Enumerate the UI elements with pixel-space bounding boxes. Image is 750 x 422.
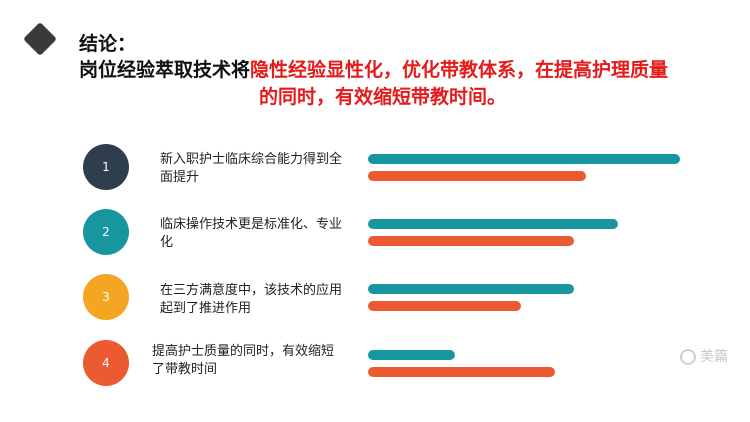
headline-black-text: 岗位经验萃取技术将 xyxy=(79,59,251,81)
item-text-3: 在三方满意度中，该技术的应用起到了推进作用 xyxy=(160,283,343,316)
list-item-3: 3 在三方满意度中，该技术的应用起到了推进作用 xyxy=(0,262,750,332)
orange-bar-2 xyxy=(368,236,574,246)
headline-line-2: 的同时，有效缩短带教时间。 xyxy=(259,86,507,108)
number-circle-3: 3 xyxy=(83,274,129,320)
item-text-1: 新入职护士临床综合能力得到全面提升 xyxy=(160,152,343,185)
number-circle-1: 1 xyxy=(83,144,129,190)
item-text-4: 提高护士质量的同时，有效缩短了带教时间 xyxy=(152,344,335,377)
conclusion-label: 结论： xyxy=(79,33,137,55)
teal-bar-4 xyxy=(368,350,455,360)
watermark: 美篇 xyxy=(680,346,728,366)
headline-red-text: 隐性经验显性化，优化带教体系，在提高护理质量 xyxy=(250,59,669,81)
list-item-1: 1 新入职护士临床综合能力得到全面提升 xyxy=(0,131,750,201)
teal-bar-2 xyxy=(368,219,618,229)
number-circle-2: 2 xyxy=(83,209,129,255)
item-text-2: 临床操作技术更是标准化、专业化 xyxy=(160,217,343,250)
number-circle-4: 4 xyxy=(83,340,129,386)
teal-bar-1 xyxy=(368,154,680,164)
list-item-2: 2 临床操作技术更是标准化、专业化 xyxy=(0,197,750,267)
watermark-logo-icon xyxy=(680,349,696,365)
headline-line-1: 岗位经验萃取技术将隐性经验显性化，优化带教体系，在提高护理质量 xyxy=(79,57,668,83)
orange-bar-4 xyxy=(368,367,555,377)
orange-bar-3 xyxy=(368,301,521,311)
diamond-bullet-icon xyxy=(23,22,57,56)
teal-bar-3 xyxy=(368,284,574,294)
list-item-4: 4 提高护士质量的同时，有效缩短了带教时间 xyxy=(0,328,750,398)
watermark-text: 美篇 xyxy=(700,349,728,365)
orange-bar-1 xyxy=(368,171,586,181)
